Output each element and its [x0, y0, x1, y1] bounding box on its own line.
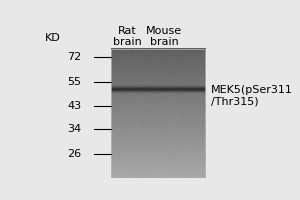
Text: 43: 43: [68, 101, 82, 111]
Text: 26: 26: [68, 149, 82, 159]
Text: 55: 55: [68, 77, 82, 87]
Text: 34: 34: [68, 124, 82, 134]
Text: brain: brain: [112, 37, 141, 47]
Bar: [111, 49, 205, 178]
Text: Rat: Rat: [118, 26, 136, 36]
Text: brain: brain: [150, 37, 178, 47]
Text: 72: 72: [68, 52, 82, 62]
Text: Mouse: Mouse: [146, 26, 182, 36]
Text: KD: KD: [44, 33, 60, 43]
Text: MEK5(pSer311
/Thr315): MEK5(pSer311 /Thr315): [211, 85, 292, 106]
